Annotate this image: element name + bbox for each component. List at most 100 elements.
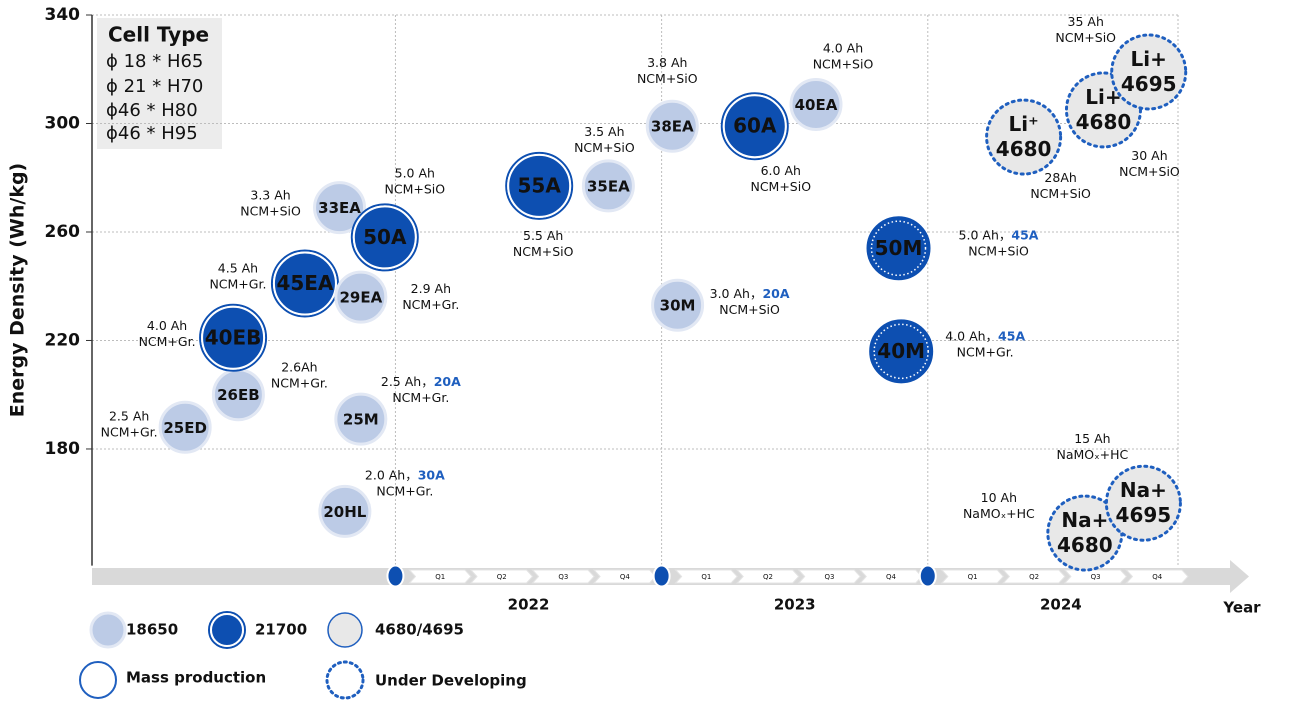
note-text: 30 Ah (1131, 147, 1167, 162)
note-rate: 45A (998, 328, 1025, 343)
legend-item: Mass production (79, 661, 266, 699)
note: NCM+Gr. (957, 344, 1014, 359)
bubble-label: 25ED (163, 419, 207, 437)
note: NCM+Gr. (376, 483, 433, 498)
bubble-label: 60A (733, 114, 777, 138)
quarter-chevron (531, 569, 595, 584)
bubble-ring (720, 92, 789, 161)
bubble-label: 38EA (651, 118, 694, 136)
cell-type-box (97, 18, 222, 149)
note: 4.0 Ah，45A (945, 328, 1025, 343)
bubble-label: 50M (875, 236, 923, 260)
note: 2.5 Ah (109, 408, 149, 423)
cell-type-title: Cell Type (108, 23, 209, 47)
note-rate: 20A (434, 374, 461, 389)
quarter-label: Q1 (435, 573, 445, 581)
bubble (334, 270, 388, 324)
bubble-ring (270, 249, 339, 318)
note-rate: 45A (1011, 227, 1038, 242)
note: NCM+SiO (637, 71, 698, 86)
bubble-label: Na+ (1120, 478, 1167, 502)
bubble-label: 45EA (276, 271, 333, 295)
note: NCM+Gr. (392, 390, 449, 405)
note: 5.0 Ah，45A (959, 227, 1039, 242)
legend-swatch (327, 612, 363, 648)
note-text: 3.0 Ah， (710, 286, 763, 301)
bubble (651, 278, 705, 332)
year-marker (918, 564, 937, 588)
bubble-label: 4695 (1121, 72, 1177, 96)
note: 2.5 Ah，20A (381, 374, 461, 389)
note: 2.0 Ah，30A (365, 467, 445, 482)
note-text: NCM+SiO (813, 56, 874, 71)
note: NCM+SiO (813, 56, 874, 71)
note-text: NCM+SiO (240, 203, 301, 218)
note-text: 4.0 Ah (823, 40, 863, 55)
quarter-label: Q3 (824, 573, 834, 581)
cell-type-line: ϕ46 * H95 (106, 123, 198, 144)
bubble-ring (505, 151, 574, 220)
note: 6.0 Ah (761, 163, 801, 178)
note: 35 Ah (1068, 13, 1104, 28)
note-text: 5.0 Ah， (959, 227, 1012, 242)
quarter-chevron (1002, 569, 1066, 584)
bubble (334, 392, 388, 446)
note: NCM+SiO (240, 203, 301, 218)
quarter-label: Q1 (968, 573, 978, 581)
note: NCM+Gr. (101, 424, 158, 439)
timeline-arrow (1230, 560, 1249, 593)
legend-label: Under Developing (375, 672, 527, 690)
legend-swatch (89, 611, 127, 649)
bubble-label: Li⁺ (1009, 112, 1039, 136)
note: NCM+SiO (750, 179, 811, 194)
legend-swatch (208, 611, 246, 649)
bubble-label: 55A (518, 173, 562, 197)
note: 4.0 Ah (147, 317, 187, 332)
bubble-label: 4680 (996, 137, 1052, 161)
quarter-chevron (592, 569, 657, 584)
legend-label: 18650 (126, 621, 178, 639)
note: NCM+Gr. (271, 375, 328, 390)
note: 3.8 Ah (647, 55, 687, 70)
note-text: 2.5 Ah (109, 408, 149, 423)
bubble-label: 4680 (1057, 533, 1113, 557)
note: NCM+SiO (719, 302, 780, 317)
bubble (985, 98, 1063, 176)
note-text: 3.5 Ah (584, 123, 624, 138)
note: 30 Ah (1131, 147, 1167, 162)
note-text: 2.6Ah (281, 359, 317, 374)
bubble-ring (350, 203, 419, 272)
note-rate: 30A (418, 467, 445, 482)
note-rate: 20A (762, 286, 789, 301)
bubble-label: 30M (660, 297, 696, 315)
bubble (789, 78, 843, 132)
y-axis-title: Energy Density (Wh/kg) (7, 163, 29, 417)
note-text: 4.5 Ah (218, 260, 258, 275)
note-text: NCM+SiO (637, 71, 698, 86)
note-text: NCM+SiO (968, 243, 1029, 258)
cell-type-line: ϕ 18 * H65 (106, 51, 203, 72)
legend-item: 4680/4695 (327, 612, 464, 648)
x-tick-label: 2023 (774, 596, 816, 614)
quarter-label: Q4 (620, 573, 631, 581)
note: NaMOₓ+HC (963, 506, 1035, 521)
bubble-label: 26EB (217, 386, 260, 404)
note-text: 5.5 Ah (523, 227, 563, 242)
cell-type-line: ϕ 21 * H70 (106, 76, 203, 97)
bubble (352, 205, 417, 270)
x-tick-label: 2022 (508, 596, 550, 614)
note-text: 15 Ah (1074, 431, 1110, 446)
note-text: 28Ah (1044, 170, 1076, 185)
note-text: NCM+SiO (574, 139, 635, 154)
